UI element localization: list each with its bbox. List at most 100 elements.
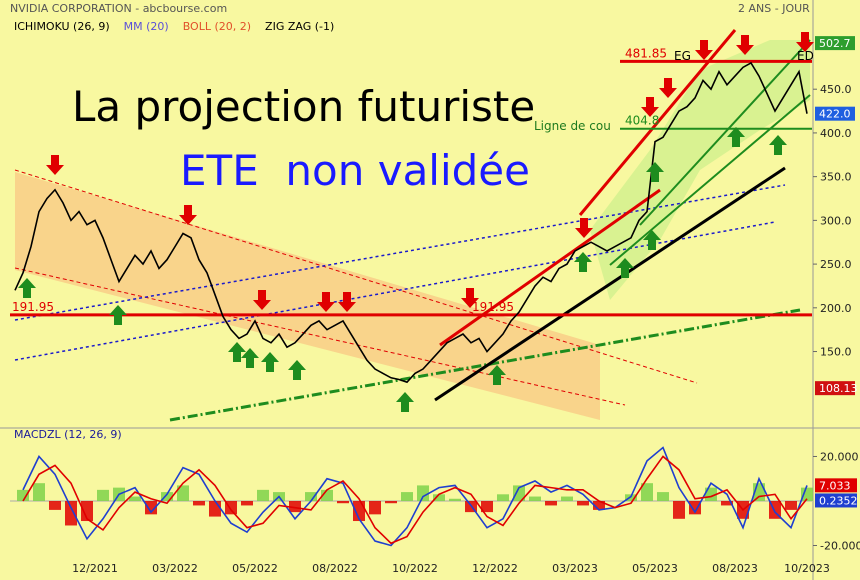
sell-arrow — [659, 78, 677, 98]
sell-arrow — [575, 218, 593, 238]
histogram-bar — [689, 500, 701, 515]
histogram-bar — [401, 492, 413, 501]
buy-arrow — [646, 162, 664, 182]
legend-entry: ZIG ZAG (-1) — [265, 20, 334, 33]
histogram-bar — [289, 500, 301, 513]
histogram-bar — [65, 500, 77, 526]
x-tick-label: 10/2022 — [392, 562, 438, 575]
x-tick-label: 05/2022 — [232, 562, 278, 575]
histogram-bar — [497, 494, 509, 501]
level-label: 191.95 — [472, 300, 514, 314]
price-marker-label: 502.7 — [819, 37, 851, 50]
buy-arrow — [228, 342, 246, 362]
price-marker — [815, 36, 855, 51]
histogram-bar — [561, 496, 573, 501]
histogram-bar — [529, 496, 541, 501]
legend-entry: MM (20) — [124, 20, 169, 33]
histogram-bar — [801, 487, 813, 501]
y-tick-label: 350.0 — [820, 171, 852, 184]
histogram-bar — [209, 500, 221, 517]
histogram-bar — [577, 500, 589, 506]
period: 2 ANS - JOUR — [738, 2, 810, 15]
left-shoulder-label: EG — [674, 49, 691, 63]
sell-arrow — [317, 292, 335, 312]
macd-line — [22, 446, 808, 547]
trend-line — [639, 39, 811, 226]
x-tick-label: 05/2023 — [632, 562, 678, 575]
macd-title: MACDZL (12, 26, 9) — [14, 428, 122, 441]
buy-arrow — [261, 352, 279, 372]
chart-title: NVIDIA CORPORATION - abcbourse.com — [10, 2, 227, 15]
level-label: 481.85 — [625, 46, 667, 60]
buy-arrow — [643, 230, 661, 250]
histogram-bar — [337, 500, 349, 504]
buy-arrow — [109, 305, 127, 325]
value-marker — [815, 478, 857, 493]
y-tick-label: 250.0 — [820, 258, 852, 271]
sell-arrow — [461, 288, 479, 308]
histogram-bar — [545, 500, 557, 506]
histogram-bar — [305, 492, 317, 501]
sell-arrow — [736, 35, 754, 55]
value-marker-label: 7.033 — [819, 479, 851, 492]
sell-arrow — [179, 205, 197, 225]
y-tick-label: 200.0 — [820, 302, 852, 315]
buy-arrow — [488, 365, 506, 385]
buy-arrow — [241, 348, 259, 368]
x-tick-label: 08/2022 — [312, 562, 358, 575]
level-label: 404.8 — [625, 114, 659, 128]
right-shoulder-label: ED — [797, 49, 814, 63]
trend-line — [14, 184, 786, 321]
x-tick-label: 10/2023 — [784, 562, 830, 575]
buy-arrow — [616, 258, 634, 278]
price-marker-label: 108.13 — [819, 382, 858, 395]
level-label: 191.95 — [12, 300, 54, 314]
histogram-bar — [193, 500, 205, 506]
y-tick-label: 400.0 — [820, 127, 852, 140]
sell-arrow — [796, 32, 814, 52]
histogram-bar — [369, 500, 381, 515]
x-tick-label: 03/2022 — [152, 562, 198, 575]
buy-arrow — [18, 278, 36, 298]
histogram-bar — [129, 496, 141, 501]
histogram-bar — [49, 500, 61, 510]
histogram-bar — [481, 500, 493, 513]
legend-entry: ICHIMOKU (26, 9) — [14, 20, 110, 33]
legend-entry: BOLL (20, 2) — [183, 20, 251, 33]
histogram-bar — [81, 500, 93, 522]
histogram-bar — [721, 500, 733, 506]
headline: La projection futuriste — [72, 82, 535, 131]
sell-arrow — [695, 40, 713, 60]
macd-line — [22, 455, 808, 545]
histogram-bar — [145, 500, 157, 515]
descending-channel — [15, 172, 600, 420]
y-tick-label: 20.000 — [820, 450, 859, 463]
price-marker — [815, 381, 855, 396]
neckline-label: Ligne de cou — [534, 119, 611, 133]
histogram-bar — [785, 500, 797, 510]
histogram-bar — [673, 500, 685, 519]
x-tick-label: 08/2023 — [712, 562, 758, 575]
y-tick-label: -20.000 — [820, 540, 860, 553]
sell-arrow — [46, 155, 64, 175]
y-tick-label: 450.0 — [820, 83, 852, 96]
trend-line — [439, 188, 661, 347]
price-marker-label: 422.0 — [819, 108, 851, 121]
x-tick-label: 12/2021 — [72, 562, 118, 575]
value-marker — [815, 493, 857, 508]
histogram-bar — [449, 498, 461, 501]
support-line — [169, 308, 801, 422]
histogram-bar — [17, 489, 29, 501]
buy-arrow — [396, 392, 414, 412]
y-tick-label: 300.0 — [820, 214, 852, 227]
price-line — [14, 61, 808, 384]
price-marker — [815, 106, 855, 121]
trend-line — [609, 94, 811, 266]
x-tick-label: 12/2022 — [472, 562, 518, 575]
histogram-bar — [513, 485, 525, 501]
histogram-bar — [321, 489, 333, 501]
histogram-bar — [417, 485, 429, 501]
x-tick-label: 03/2023 — [552, 562, 598, 575]
histogram-bar — [33, 483, 45, 501]
